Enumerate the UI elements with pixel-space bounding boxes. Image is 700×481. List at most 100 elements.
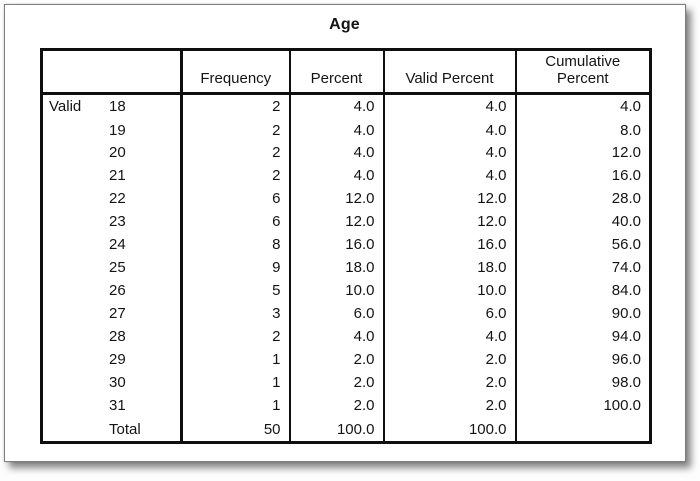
frequency-cell: 1 (180, 394, 290, 418)
table-row: 24 8 16.0 16.0 56.0 (41, 233, 651, 257)
table-row: 29 1 2.0 2.0 96.0 (41, 348, 651, 372)
table-row: 23 6 12.0 12.0 40.0 (41, 210, 651, 234)
column-header-frequency: Frequency (180, 49, 290, 95)
cumulative-percent-cell: 98.0 (514, 371, 651, 395)
page-frame: Age Frequency Percent Valid Percent Cumu… (4, 4, 686, 462)
column-header-valid-percent: Valid Percent (382, 49, 516, 95)
row-value-label: 24 (109, 236, 126, 254)
row-value-label: 19 (109, 121, 126, 139)
table-row: 26 5 10.0 10.0 84.0 (41, 279, 651, 303)
percent-cell: 10.0 (288, 279, 384, 303)
valid-percent-cell: 10.0 (382, 279, 516, 303)
table-row: 28 2 4.0 4.0 94.0 (41, 325, 651, 349)
frequency-cell: 3 (180, 302, 290, 326)
row-label-cell: 20 (41, 141, 183, 165)
frequency-cell: 2 (180, 325, 290, 349)
row-value-label: 27 (109, 305, 126, 323)
row-label-cell: 23 (41, 210, 183, 234)
valid-percent-cell: 12.0 (382, 187, 516, 211)
row-value-label: 25 (109, 259, 126, 277)
valid-percent-cell: 18.0 (382, 256, 516, 280)
table-title: Age (329, 16, 360, 33)
row-value-label: 30 (109, 374, 126, 392)
row-label-cell: 22 (41, 187, 183, 211)
row-label-cell: Total (41, 417, 183, 443)
row-value-label: 29 (109, 351, 126, 369)
percent-cell: 2.0 (288, 371, 384, 395)
frequency-cell: 2 (180, 164, 290, 188)
row-value-label: 21 (109, 167, 126, 185)
header-row: Frequency Percent Valid Percent Cumulati… (41, 49, 651, 95)
frequency-cell: 2 (180, 141, 290, 165)
cumulative-percent-cell: 74.0 (514, 256, 651, 280)
cumulative-percent-cell: 100.0 (514, 394, 651, 418)
cumulative-percent-cell: 16.0 (514, 164, 651, 188)
table-row: 30 1 2.0 2.0 98.0 (41, 371, 651, 395)
percent-cell: 16.0 (288, 233, 384, 257)
table-row: 22 6 12.0 12.0 28.0 (41, 187, 651, 211)
row-value-label: Total (109, 420, 141, 438)
frequency-cell: 2 (180, 93, 290, 119)
row-label-cell: 30 (41, 371, 183, 395)
table-row: Valid 18 2 4.0 4.0 4.0 (41, 93, 651, 119)
valid-percent-cell: 100.0 (382, 417, 516, 443)
cumulative-percent-cell: 4.0 (514, 93, 651, 119)
row-label-cell: 25 (41, 256, 183, 280)
cumulative-percent-cell: 90.0 (514, 302, 651, 326)
row-value-label: 18 (109, 98, 126, 116)
row-value-label: 26 (109, 282, 126, 300)
table-row: 31 1 2.0 2.0 100.0 (41, 394, 651, 418)
row-label-cell: 24 (41, 233, 183, 257)
cumulative-percent-cell: 28.0 (514, 187, 651, 211)
valid-percent-cell: 12.0 (382, 210, 516, 234)
frequency-cell: 1 (180, 371, 290, 395)
row-value-label: 31 (109, 397, 126, 415)
cumulative-percent-cell: 8.0 (514, 118, 651, 142)
valid-percent-cell: 16.0 (382, 233, 516, 257)
row-value-label: 22 (109, 190, 126, 208)
cumulative-percent-cell: 84.0 (514, 279, 651, 303)
column-header-cumulative-percent: Cumulative Percent (514, 49, 651, 95)
frequency-cell: 50 (180, 417, 290, 443)
cumulative-percent-cell: 96.0 (514, 348, 651, 372)
percent-cell: 2.0 (288, 348, 384, 372)
row-label-cell: 29 (41, 348, 183, 372)
percent-cell: 12.0 (288, 210, 384, 234)
frequency-cell: 2 (180, 118, 290, 142)
percent-cell: 4.0 (288, 118, 384, 142)
frequency-cell: 9 (180, 256, 290, 280)
frequency-cell: 8 (180, 233, 290, 257)
frequency-cell: 5 (180, 279, 290, 303)
valid-percent-cell: 6.0 (382, 302, 516, 326)
valid-percent-cell: 2.0 (382, 394, 516, 418)
percent-cell: 100.0 (288, 417, 384, 443)
table-header: Frequency Percent Valid Percent Cumulati… (41, 49, 651, 95)
table-row: 21 2 4.0 4.0 16.0 (41, 164, 651, 188)
percent-cell: 2.0 (288, 394, 384, 418)
percent-cell: 12.0 (288, 187, 384, 211)
valid-percent-cell: 4.0 (382, 141, 516, 165)
row-label-cell: 21 (41, 164, 183, 188)
row-category-label: Valid (49, 98, 82, 116)
table-row: 19 2 4.0 4.0 8.0 (41, 118, 651, 142)
percent-cell: 18.0 (288, 256, 384, 280)
percent-cell: 4.0 (288, 141, 384, 165)
valid-percent-cell: 4.0 (382, 164, 516, 188)
valid-percent-cell: 4.0 (382, 325, 516, 349)
percent-cell: 6.0 (288, 302, 384, 326)
frequency-cell: 6 (180, 187, 290, 211)
valid-percent-cell: 2.0 (382, 348, 516, 372)
percent-cell: 4.0 (288, 164, 384, 188)
row-label-cell: 26 (41, 279, 183, 303)
row-value-label: 20 (109, 144, 126, 162)
column-header-stub (41, 49, 183, 95)
row-label-cell: Valid 18 (41, 93, 183, 119)
cumulative-percent-cell: 40.0 (514, 210, 651, 234)
column-header-percent: Percent (288, 49, 384, 95)
percent-cell: 4.0 (288, 325, 384, 349)
cumulative-percent-cell (514, 417, 651, 443)
row-label-cell: 31 (41, 394, 183, 418)
cumulative-percent-cell: 12.0 (514, 141, 651, 165)
row-label-cell: 19 (41, 118, 183, 142)
